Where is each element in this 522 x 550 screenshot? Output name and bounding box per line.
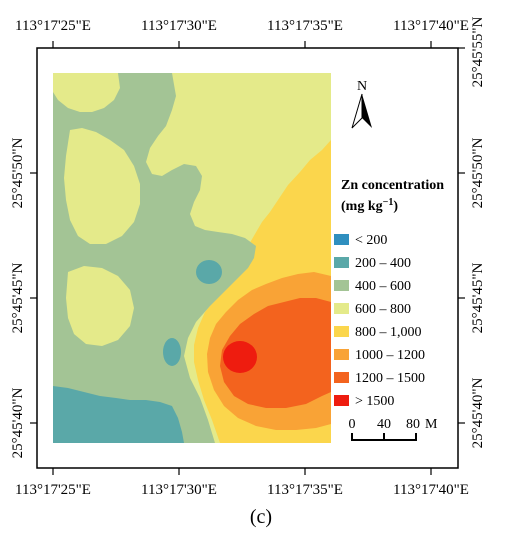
scale-tick-label: 40	[377, 417, 391, 432]
concentration-surface	[53, 73, 331, 443]
north-arrow-icon: N	[351, 79, 372, 129]
top-tick-label: 113°17'30"E	[141, 18, 217, 34]
graticule-ticks	[30, 41, 465, 475]
scale-tick-label: 80	[406, 417, 420, 432]
legend-label: 400 – 600	[355, 279, 411, 294]
bottom-tick-label: 113°17'30"E	[141, 482, 217, 498]
legend-swatch	[334, 349, 349, 360]
legend-label: 200 – 400	[355, 256, 411, 271]
left-tick-label: 25°45'50"N	[10, 138, 26, 209]
left-tick-label: 25°45'40"N	[10, 388, 26, 459]
zone-above-1500	[223, 341, 257, 373]
legend-label: 1200 – 1500	[355, 371, 425, 386]
legend-title-line1: Zn concentration	[341, 178, 444, 193]
left-tick-label: 25°45'45"N	[10, 263, 26, 334]
right-tick-label: 25°45'55"N	[470, 17, 486, 88]
scale-unit: M	[425, 417, 438, 432]
zone-200-400-patch-south	[163, 338, 181, 366]
north-label: N	[357, 79, 367, 94]
legend-swatch	[334, 326, 349, 337]
right-tick-label: 25°45'45"N	[470, 263, 486, 334]
legend-swatch	[334, 257, 349, 268]
top-tick-label: 113°17'35"E	[267, 18, 343, 34]
zone-600-800-island-west	[66, 266, 134, 346]
bottom-tick-label: 113°17'40"E	[393, 482, 469, 498]
legend-swatch	[334, 395, 349, 406]
scale-tick-label: 0	[349, 417, 356, 432]
zone-1200-1500	[220, 298, 331, 408]
legend-swatch	[334, 234, 349, 245]
zone-200-400-southwest	[53, 386, 184, 443]
figure-caption: (c)	[249, 506, 273, 528]
bottom-tick-label: 113°17'25"E	[15, 482, 91, 498]
legend-label: > 1500	[355, 394, 394, 409]
legend-label: 1000 – 1200	[355, 348, 425, 363]
right-tick-label: 25°45'50"N	[470, 138, 486, 209]
zone-600-800-island-north	[64, 128, 140, 244]
scale-bar: 0 40 80 M	[349, 417, 438, 441]
legend-swatch	[334, 303, 349, 314]
top-tick-label: 113°17'25"E	[15, 18, 91, 34]
zone-200-400-patch-north	[196, 260, 222, 284]
map-frame	[36, 47, 459, 469]
legend: < 200 200 – 400 400 – 600 600 – 800 800 …	[334, 233, 425, 409]
legend-swatch	[334, 280, 349, 291]
legend-label: < 200	[355, 233, 387, 248]
bottom-tick-label: 113°17'35"E	[267, 482, 343, 498]
legend-swatch	[334, 372, 349, 383]
legend-label: 600 – 800	[355, 302, 411, 317]
legend-title-line2: (mg kg−1)	[341, 197, 398, 215]
legend-label: 800 – 1,000	[355, 325, 422, 340]
right-tick-label: 25°45'40"N	[470, 378, 486, 449]
top-tick-label: 113°17'40"E	[393, 18, 469, 34]
